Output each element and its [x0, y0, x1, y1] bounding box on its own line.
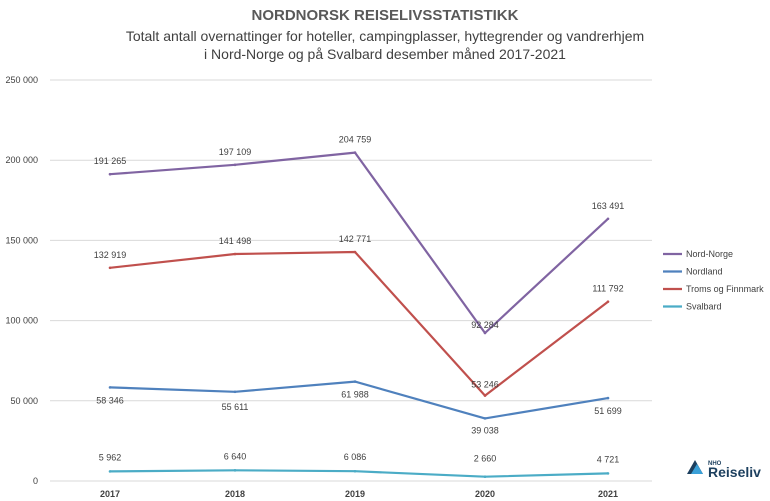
data-point-nordland: [606, 396, 610, 400]
data-label-troms-og-finnmark: 111 792: [592, 284, 623, 294]
data-point-svalbard: [606, 472, 610, 475]
series-line-svalbard: [109, 469, 609, 478]
legend-label-nordland: Nordland: [686, 267, 723, 277]
x-tick-label: 2019: [345, 489, 365, 499]
y-tick-label: 0: [33, 476, 38, 486]
data-point-nordland: [233, 390, 237, 394]
data-label-troms-og-finnmark: 142 771: [339, 234, 372, 244]
nho-reiseliv-logo: NHO Reiseliv: [687, 460, 761, 480]
data-label-nordland: 51 699: [594, 406, 622, 416]
data-point-troms-og-finnmark: [353, 250, 357, 254]
data-point-nordland: [483, 417, 487, 420]
data-label-nord-norge: 191 265: [94, 156, 127, 166]
logo-big-text: Reiseliv: [708, 464, 761, 480]
series-line-nordland: [109, 380, 609, 420]
data-point-svalbard: [233, 469, 237, 472]
data-label-nordland: 39 038: [471, 425, 499, 435]
data-point-troms-og-finnmark: [483, 394, 487, 397]
y-tick-label: 150 000: [5, 235, 38, 245]
gridlines: [50, 79, 652, 482]
data-label-nord-norge: 204 759: [339, 135, 372, 145]
chart-subtitle-line-1: Totalt antall overnattinger for hoteller…: [126, 28, 644, 44]
data-label-nordland: 58 346: [96, 395, 124, 405]
data-label-svalbard: 2 660: [474, 454, 497, 464]
data-point-nordland: [353, 380, 357, 383]
logo-small-text: NHO: [708, 461, 722, 467]
data-point-nord-norge: [233, 163, 237, 167]
series-line-troms-og-finnmark: [109, 250, 609, 397]
data-point-nordland: [108, 386, 112, 389]
data-label-troms-og-finnmark: 132 919: [94, 250, 127, 260]
data-point-nord-norge: [606, 217, 610, 221]
y-tick-label: 250 000: [5, 75, 38, 85]
legend-label-svalbard: Svalbard: [686, 302, 722, 312]
legend-label-nord-norge: Nord-Norge: [686, 249, 733, 259]
y-tick-label: 100 000: [5, 316, 38, 326]
legend: Nord-Norge Nordland Troms og Finnmark Svalb…: [663, 249, 764, 312]
x-tick-label: 2018: [225, 489, 245, 499]
data-point-nord-norge: [108, 172, 112, 176]
data-label-svalbard: 6 640: [224, 451, 247, 461]
data-point-svalbard: [353, 469, 357, 473]
chart-subtitle-line-2: i Nord-Norge og på Svalbard desember mån…: [204, 46, 566, 62]
data-label-nord-norge: 197 109: [219, 147, 252, 157]
x-tick-label: 2020: [475, 489, 495, 499]
y-tick-label: 50 000: [10, 396, 38, 406]
logo-mark-accent: [691, 464, 703, 474]
legend-label-troms-og-finnmark: Troms og Finnmark: [686, 284, 764, 294]
y-tick-label: 200 000: [5, 155, 38, 165]
data-label-svalbard: 4 721: [597, 454, 620, 464]
data-point-troms-og-finnmark: [606, 300, 610, 303]
data-label-nord-norge: 92 284: [471, 320, 499, 330]
chart-title: NORDNORSK REISELIVSSTATISTIKK: [252, 7, 519, 24]
data-point-nord-norge: [483, 331, 487, 335]
data-point-troms-og-finnmark: [233, 252, 237, 256]
x-tick-label: 2021: [598, 489, 618, 499]
data-point-nord-norge: [353, 151, 357, 154]
data-label-svalbard: 6 086: [344, 452, 367, 462]
data-label-nordland: 55 611: [222, 402, 249, 412]
x-axis: 2017 2018 2019 2020 2021: [100, 489, 618, 499]
data-label-nord-norge: 163 491: [592, 201, 625, 211]
x-tick-label: 2017: [100, 489, 120, 499]
data-point-troms-og-finnmark: [108, 266, 112, 270]
series-group: 191 265 197 109 204 759 92 284 163 491 58 346…: [94, 135, 625, 479]
data-label-nordland: 61 988: [341, 390, 369, 400]
data-label-troms-og-finnmark: 53 246: [471, 380, 499, 390]
data-point-svalbard: [483, 475, 487, 479]
data-point-svalbard: [108, 470, 112, 473]
data-label-troms-og-finnmark: 141 498: [219, 236, 252, 246]
data-label-svalbard: 5 962: [99, 452, 122, 462]
y-axis: 0 50 000 100 000 150 000 200 000 250 000: [5, 75, 38, 486]
